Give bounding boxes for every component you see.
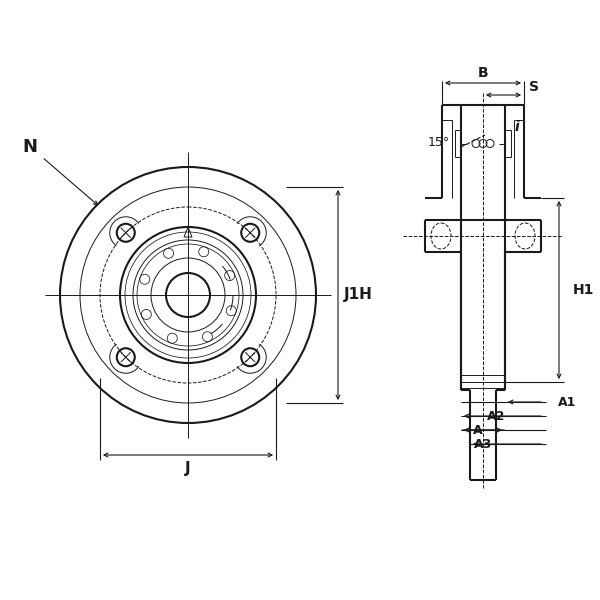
Text: A1: A1 (558, 395, 577, 409)
Text: S: S (529, 80, 539, 94)
Text: J1H: J1H (344, 287, 373, 302)
Text: A: A (473, 424, 483, 437)
Text: A3: A3 (474, 437, 492, 451)
Text: i: i (515, 120, 520, 134)
Text: N: N (23, 138, 37, 156)
Text: 15°: 15° (428, 136, 450, 149)
Text: J: J (185, 461, 191, 476)
Text: H1: H1 (573, 283, 595, 297)
Text: B: B (478, 66, 488, 80)
Text: A2: A2 (487, 409, 505, 422)
